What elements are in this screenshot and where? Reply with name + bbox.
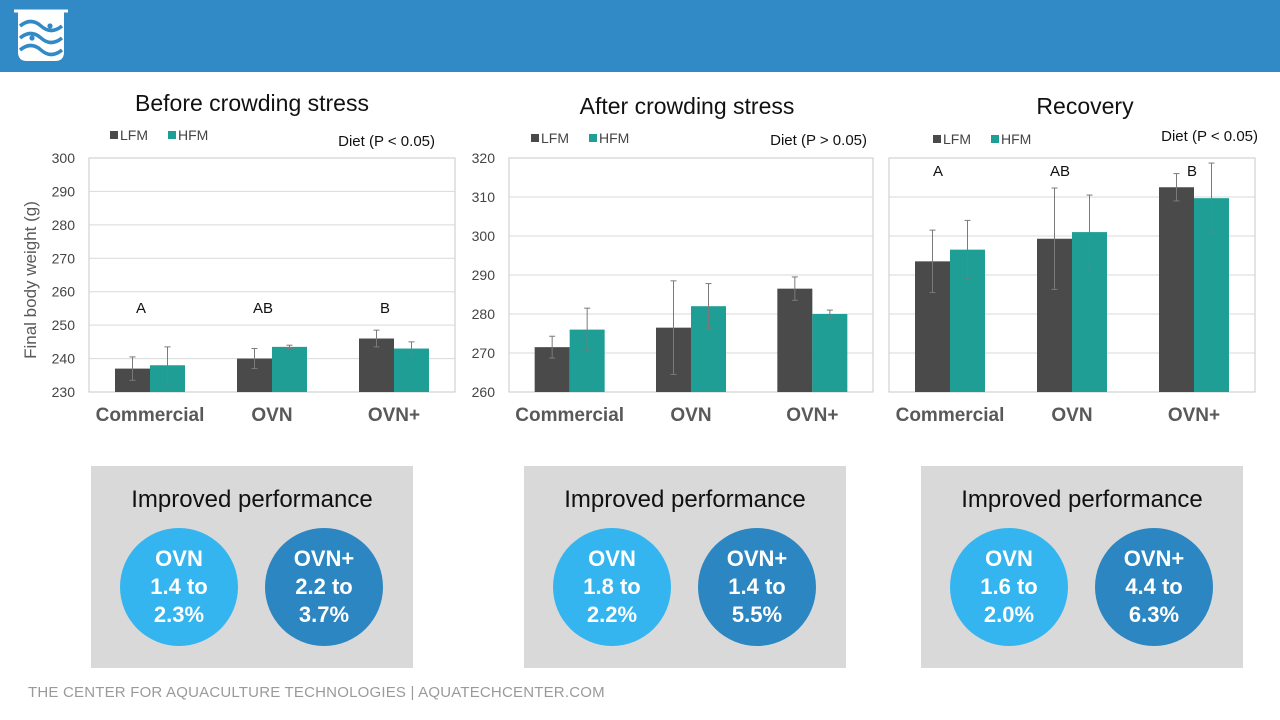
bubble-line: 2.3% (153, 602, 205, 627)
chart-title: Before crowding stress (135, 90, 369, 116)
y-tick-label: 320 (472, 150, 496, 166)
legend-swatch (933, 135, 941, 143)
bubble-line: 1.4 to (150, 574, 208, 599)
bubble-line: 5.5% (731, 602, 783, 627)
y-tick-label: 280 (472, 306, 496, 322)
bubble-line: 3.7% (298, 602, 350, 627)
legend-label: HFM (599, 130, 629, 146)
significance-letter: A (136, 300, 146, 317)
category-label: OVN (670, 405, 711, 426)
y-tick-label: 260 (472, 384, 496, 400)
bubble-line: OVN+ (1123, 546, 1185, 571)
legend-label: HFM (1001, 131, 1031, 147)
significance-label: Diet (P > 0.05) (770, 132, 867, 149)
ovn-bubble: OVN 1.4 to 2.3% (120, 528, 238, 646)
bubble-line: OVN+ (726, 546, 788, 571)
bar-lfm (777, 288, 813, 392)
header-bar (0, 0, 1280, 72)
significance-letter: AB (253, 300, 273, 317)
y-tick-label: 240 (52, 351, 76, 367)
legend-swatch (168, 131, 176, 139)
category-label: OVN (1051, 405, 1092, 426)
legend-label: LFM (541, 130, 569, 146)
ovn-plus-bubble: OVN+ 1.4 to 5.5% (698, 528, 816, 646)
y-tick-label: 290 (52, 183, 76, 199)
performance-panel-before: Improved performance OVN 1.4 to 2.3% OVN… (91, 466, 413, 668)
bubble-line: 2.2 to (295, 574, 353, 599)
panel-title: Improved performance (961, 486, 1203, 513)
fish-wave-logo-icon (14, 9, 68, 61)
y-tick-label: 260 (52, 284, 76, 300)
significance-label: Diet (P < 0.05) (338, 133, 435, 150)
category-label: OVN+ (368, 405, 420, 426)
y-tick-label: 290 (472, 267, 496, 283)
category-label: OVN+ (786, 405, 838, 426)
y-tick-label: 270 (472, 345, 496, 361)
bubble-line: 1.6 to (980, 574, 1038, 599)
y-tick-label: 280 (52, 217, 76, 233)
bar-lfm (359, 338, 394, 392)
ovn-plus-bubble: OVN+ 4.4 to 6.3% (1095, 528, 1213, 646)
bar-hfm (272, 346, 307, 392)
chart-title: Recovery (1036, 93, 1134, 119)
y-tick-label: 270 (52, 250, 76, 266)
performance-panel-recovery: Improved performance OVN 1.6 to 2.0% OVN… (921, 466, 1243, 668)
legend-label: LFM (943, 131, 971, 147)
significance-label: Diet (P < 0.05) (1161, 128, 1258, 145)
category-label: OVN+ (1168, 405, 1220, 426)
bubble-line: OVN+ (293, 546, 355, 571)
bar-lfm (1159, 187, 1194, 392)
legend-swatch (589, 134, 597, 142)
bubble-line: 4.4 to (1125, 574, 1183, 599)
legend-swatch (991, 135, 999, 143)
panel-title: Improved performance (131, 486, 373, 513)
footer-text: THE CENTER FOR AQUACULTURE TECHNOLOGIES … (28, 684, 605, 701)
legend-label: LFM (120, 127, 148, 143)
y-tick-label: 250 (52, 317, 76, 333)
bubble-line: 6.3% (1128, 602, 1180, 627)
bubble-line: 2.0% (983, 602, 1035, 627)
legend-swatch (531, 134, 539, 142)
performance-panel-after: Improved performance OVN 1.8 to 2.2% OVN… (524, 466, 846, 668)
bubble-line: OVN (155, 546, 203, 571)
chart-title: After crowding stress (580, 93, 795, 119)
legend-swatch (110, 131, 118, 139)
bubble-line: 1.8 to (583, 574, 641, 599)
ovn-plus-bubble: OVN+ 2.2 to 3.7% (265, 528, 383, 646)
ovn-bubble: OVN 1.8 to 2.2% (553, 528, 671, 646)
ovn-bubble: OVN 1.6 to 2.0% (950, 528, 1068, 646)
bubble-line: OVN (588, 546, 636, 571)
y-tick-label: 230 (52, 384, 76, 400)
panel-title: Improved performance (564, 486, 806, 513)
category-label: Commercial (515, 405, 624, 426)
bubble-line: OVN (985, 546, 1033, 571)
bubble-line: 1.4 to (728, 574, 786, 599)
category-label: OVN (251, 405, 292, 426)
significance-letter: B (1187, 163, 1197, 180)
significance-letter: AB (1050, 163, 1070, 180)
significance-letter: B (380, 300, 390, 317)
y-tick-label: 300 (472, 228, 496, 244)
bar-hfm (394, 348, 429, 392)
y-tick-label: 300 (52, 150, 76, 166)
charts-area: 230 240 250 260 270 280 290 300 Before crowding … (21, 90, 1258, 426)
legend-label: HFM (178, 127, 208, 143)
category-label: Commercial (896, 405, 1005, 426)
y-axis-label: Final body weight (g) (21, 201, 40, 359)
y-tick-label: 310 (472, 189, 496, 205)
category-label: Commercial (96, 405, 205, 426)
significance-letter: A (933, 163, 943, 180)
bar-hfm (812, 314, 848, 392)
bubble-line: 2.2% (586, 602, 638, 627)
